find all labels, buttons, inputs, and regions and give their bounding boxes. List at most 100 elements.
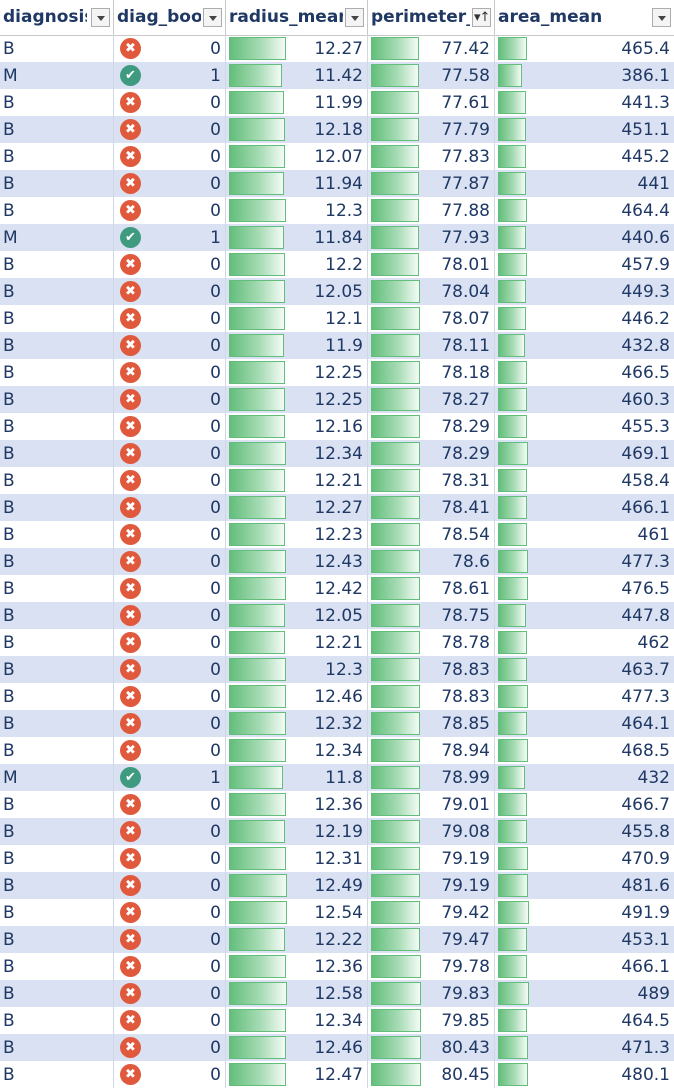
cell-radius-mean[interactable]: 12.36 xyxy=(226,953,368,980)
cell-diag-bool[interactable]: ✖ 0 xyxy=(114,170,226,197)
cell-area-mean[interactable]: 466.1 xyxy=(495,494,674,521)
cell-diagnosis[interactable]: B xyxy=(0,386,114,413)
cell-radius-mean[interactable]: 11.9 xyxy=(226,332,368,359)
cell-diagnosis[interactable]: B xyxy=(0,305,114,332)
cell-area-mean[interactable]: 466.5 xyxy=(495,359,674,386)
cell-radius-mean[interactable]: 12.34 xyxy=(226,440,368,467)
header-radius-mean[interactable]: radius_mean xyxy=(226,0,368,35)
table-row[interactable]: B ✖ 0 12.36 79.01 466.7 xyxy=(0,791,674,818)
cell-radius-mean[interactable]: 11.84 xyxy=(226,224,368,251)
cell-perimeter-mean[interactable]: 78.31 xyxy=(368,467,495,494)
cell-radius-mean[interactable]: 12.3 xyxy=(226,197,368,224)
table-row[interactable]: B ✖ 0 12.54 79.42 491.9 xyxy=(0,899,674,926)
cell-diag-bool[interactable]: ✖ 0 xyxy=(114,1034,226,1061)
cell-diagnosis[interactable]: B xyxy=(0,953,114,980)
cell-radius-mean[interactable]: 12.2 xyxy=(226,251,368,278)
header-area-mean[interactable]: area_mean xyxy=(495,0,674,35)
table-row[interactable]: B ✖ 0 12.3 77.88 464.4 xyxy=(0,197,674,224)
cell-perimeter-mean[interactable]: 78.29 xyxy=(368,413,495,440)
cell-area-mean[interactable]: 464.1 xyxy=(495,710,674,737)
cell-perimeter-mean[interactable]: 78.99 xyxy=(368,764,495,791)
cell-diag-bool[interactable]: ✖ 0 xyxy=(114,332,226,359)
cell-diag-bool[interactable]: ✖ 0 xyxy=(114,278,226,305)
cell-diagnosis[interactable]: B xyxy=(0,89,114,116)
table-row[interactable]: B ✖ 0 12.05 78.04 449.3 xyxy=(0,278,674,305)
cell-area-mean[interactable]: 432 xyxy=(495,764,674,791)
cell-area-mean[interactable]: 464.4 xyxy=(495,197,674,224)
cell-diag-bool[interactable]: ✖ 0 xyxy=(114,656,226,683)
cell-area-mean[interactable]: 386.1 xyxy=(495,62,674,89)
cell-area-mean[interactable]: 432.8 xyxy=(495,332,674,359)
cell-area-mean[interactable]: 464.5 xyxy=(495,1007,674,1034)
cell-perimeter-mean[interactable]: 80.43 xyxy=(368,1034,495,1061)
table-row[interactable]: B ✖ 0 12.49 79.19 481.6 xyxy=(0,872,674,899)
cell-perimeter-mean[interactable]: 78.18 xyxy=(368,359,495,386)
cell-diag-bool[interactable]: ✖ 0 xyxy=(114,710,226,737)
table-row[interactable]: B ✖ 0 12.34 79.85 464.5 xyxy=(0,1007,674,1034)
cell-radius-mean[interactable]: 12.34 xyxy=(226,737,368,764)
cell-area-mean[interactable]: 441 xyxy=(495,170,674,197)
table-row[interactable]: B ✖ 0 12.27 78.41 466.1 xyxy=(0,494,674,521)
cell-diagnosis[interactable]: B xyxy=(0,197,114,224)
table-row[interactable]: B ✖ 0 12.3 78.83 463.7 xyxy=(0,656,674,683)
cell-perimeter-mean[interactable]: 78.61 xyxy=(368,575,495,602)
cell-perimeter-mean[interactable]: 78.01 xyxy=(368,251,495,278)
cell-diagnosis[interactable]: B xyxy=(0,656,114,683)
cell-radius-mean[interactable]: 11.8 xyxy=(226,764,368,791)
cell-perimeter-mean[interactable]: 78.04 xyxy=(368,278,495,305)
cell-diagnosis[interactable]: B xyxy=(0,575,114,602)
cell-area-mean[interactable]: 445.2 xyxy=(495,143,674,170)
table-row[interactable]: M ✔ 1 11.84 77.93 440.6 xyxy=(0,224,674,251)
cell-perimeter-mean[interactable]: 77.88 xyxy=(368,197,495,224)
cell-area-mean[interactable]: 461 xyxy=(495,521,674,548)
cell-radius-mean[interactable]: 12.54 xyxy=(226,899,368,926)
cell-diagnosis[interactable]: B xyxy=(0,737,114,764)
cell-diagnosis[interactable]: B xyxy=(0,251,114,278)
cell-radius-mean[interactable]: 12.58 xyxy=(226,980,368,1007)
table-row[interactable]: B ✖ 0 12.27 77.42 465.4 xyxy=(0,35,674,62)
cell-diag-bool[interactable]: ✖ 0 xyxy=(114,845,226,872)
cell-diagnosis[interactable]: B xyxy=(0,926,114,953)
cell-diag-bool[interactable]: ✖ 0 xyxy=(114,440,226,467)
cell-area-mean[interactable]: 455.8 xyxy=(495,818,674,845)
cell-diagnosis[interactable]: B xyxy=(0,359,114,386)
filter-dropdown-icon[interactable] xyxy=(345,8,364,27)
cell-diag-bool[interactable]: ✖ 0 xyxy=(114,386,226,413)
cell-diagnosis[interactable]: B xyxy=(0,872,114,899)
cell-area-mean[interactable]: 440.6 xyxy=(495,224,674,251)
cell-diagnosis[interactable]: M xyxy=(0,62,114,89)
cell-diagnosis[interactable]: M xyxy=(0,764,114,791)
table-row[interactable]: B ✖ 0 12.21 78.31 458.4 xyxy=(0,467,674,494)
cell-diagnosis[interactable]: B xyxy=(0,818,114,845)
cell-radius-mean[interactable]: 12.07 xyxy=(226,143,368,170)
cell-area-mean[interactable]: 480.1 xyxy=(495,1061,674,1088)
cell-diag-bool[interactable]: ✖ 0 xyxy=(114,575,226,602)
cell-perimeter-mean[interactable]: 78.29 xyxy=(368,440,495,467)
table-row[interactable]: B ✖ 0 12.25 78.18 466.5 xyxy=(0,359,674,386)
cell-diag-bool[interactable]: ✖ 0 xyxy=(114,980,226,1007)
cell-area-mean[interactable]: 446.2 xyxy=(495,305,674,332)
cell-diag-bool[interactable]: ✖ 0 xyxy=(114,737,226,764)
cell-area-mean[interactable]: 455.3 xyxy=(495,413,674,440)
cell-area-mean[interactable]: 441.3 xyxy=(495,89,674,116)
cell-perimeter-mean[interactable]: 77.83 xyxy=(368,143,495,170)
cell-diagnosis[interactable]: B xyxy=(0,980,114,1007)
filter-dropdown-icon[interactable] xyxy=(91,8,110,27)
cell-diagnosis[interactable]: B xyxy=(0,791,114,818)
cell-diagnosis[interactable]: B xyxy=(0,683,114,710)
cell-area-mean[interactable]: 453.1 xyxy=(495,926,674,953)
table-row[interactable]: B ✖ 0 12.22 79.47 453.1 xyxy=(0,926,674,953)
cell-perimeter-mean[interactable]: 79.47 xyxy=(368,926,495,953)
cell-diagnosis[interactable]: B xyxy=(0,1007,114,1034)
table-row[interactable]: B ✖ 0 12.46 80.43 471.3 xyxy=(0,1034,674,1061)
table-row[interactable]: B ✖ 0 12.47 80.45 480.1 xyxy=(0,1061,674,1088)
cell-diagnosis[interactable]: B xyxy=(0,548,114,575)
cell-diagnosis[interactable]: B xyxy=(0,845,114,872)
cell-area-mean[interactable]: 451.1 xyxy=(495,116,674,143)
cell-perimeter-mean[interactable]: 77.58 xyxy=(368,62,495,89)
filter-dropdown-icon[interactable] xyxy=(652,8,671,27)
cell-perimeter-mean[interactable]: 77.61 xyxy=(368,89,495,116)
cell-radius-mean[interactable]: 12.34 xyxy=(226,1007,368,1034)
cell-diagnosis[interactable]: B xyxy=(0,278,114,305)
cell-diag-bool[interactable]: ✔ 1 xyxy=(114,62,226,89)
